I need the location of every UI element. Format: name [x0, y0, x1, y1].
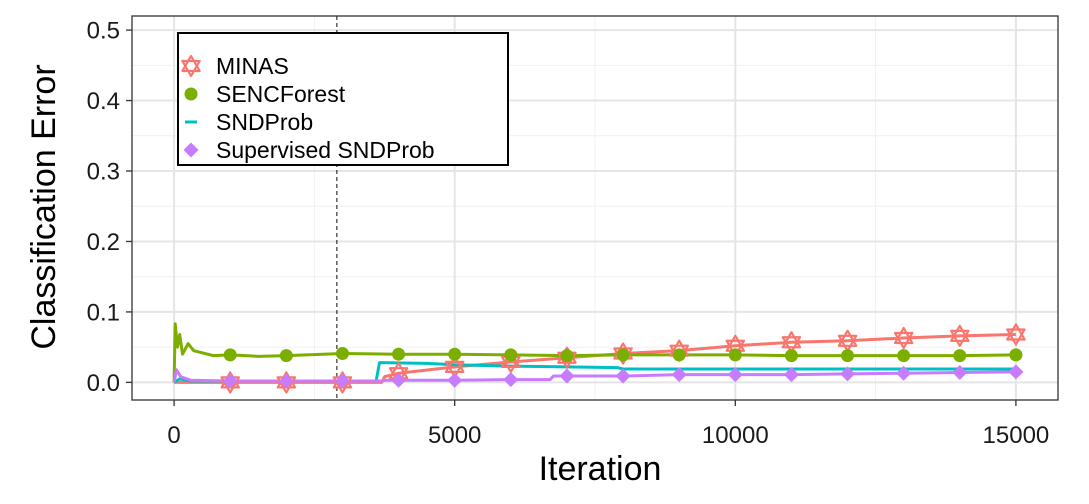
data-point-supervised-sndprob [783, 367, 799, 383]
data-point-supervised-sndprob [447, 372, 463, 388]
data-point-sencforest [841, 349, 855, 363]
data-point-supervised-sndprob [334, 373, 350, 389]
x-axis-tick-labels: 0 5000 10000 15000 [167, 422, 1049, 449]
y-axis-title: Classification Error [25, 64, 63, 349]
x-axis-title: Iteration [539, 450, 662, 488]
legend-key-sencforest [184, 87, 198, 101]
x-tick-label: 15000 [983, 422, 1050, 449]
data-point-supervised-sndprob [278, 373, 294, 389]
data-point-sencforest [784, 349, 798, 363]
legend-key-supervised-sndprob [183, 142, 199, 158]
data-point-sencforest [672, 348, 686, 362]
legend-label-supervised-sndprob: Supervised SNDProb [216, 137, 435, 163]
data-point-sencforest [1009, 348, 1023, 362]
data-point-sencforest [504, 348, 518, 362]
data-point-supervised-sndprob [727, 367, 743, 383]
data-point-sencforest [728, 348, 742, 362]
data-point-sencforest [897, 349, 911, 363]
data-point-supervised-sndprob [559, 368, 575, 384]
data-point-supervised-sndprob [1008, 364, 1024, 380]
data-point-supervised-sndprob [222, 373, 238, 389]
data-point-sencforest [392, 347, 406, 361]
data-point-minas [950, 324, 970, 347]
x-tick-label: 0 [167, 422, 180, 449]
legend-label-sencforest: SENCForest [216, 81, 346, 107]
legend-key-minas [181, 54, 201, 78]
data-point-minas [444, 355, 465, 378]
y-tick-label: 0.0 [87, 370, 120, 397]
data-point-sencforest [279, 349, 293, 363]
data-point-supervised-sndprob [391, 372, 407, 388]
series-line-supervised-sndprob [172, 368, 1016, 383]
legend: MINAS SENCForest SNDProb Supervised SNDP… [177, 32, 509, 166]
data-point-sencforest [335, 346, 349, 360]
y-tick-label: 0.1 [87, 299, 120, 326]
data-point-sencforest [448, 347, 462, 361]
y-tick-label: 0.2 [87, 229, 120, 256]
y-tick-label: 0.5 [87, 18, 120, 45]
axis-ticks [126, 29, 1017, 406]
x-tick-label: 10000 [702, 422, 769, 449]
data-point-supervised-sndprob [840, 366, 856, 382]
plot-panel-border [131, 15, 1059, 401]
data-point-supervised-sndprob [896, 365, 912, 381]
x-tick-label: 5000 [428, 422, 481, 449]
y-tick-label: 0.4 [87, 88, 120, 115]
data-point-minas [893, 326, 914, 350]
data-point-sencforest [616, 348, 630, 362]
data-point-sencforest [560, 349, 574, 363]
data-point-supervised-sndprob [615, 368, 631, 384]
data-point-supervised-sndprob [952, 365, 968, 381]
data-point-minas [837, 329, 858, 352]
data-point-sencforest [953, 349, 967, 363]
data-point-supervised-sndprob [671, 367, 687, 383]
data-point-supervised-sndprob [503, 372, 519, 388]
series-markers [220, 323, 1026, 394]
data-point-minas [1006, 323, 1026, 346]
data-point-minas [781, 331, 802, 354]
data-point-sencforest [223, 348, 237, 362]
legend-box [177, 32, 509, 166]
legend-label-sndprob: SNDProb [216, 109, 313, 135]
legend-label-minas: MINAS [216, 53, 289, 79]
y-tick-label: 0.3 [87, 159, 120, 186]
legend-keys [181, 54, 201, 158]
y-axis-tick-labels: 0.0 0.1 0.2 0.3 0.4 0.5 [87, 18, 120, 397]
